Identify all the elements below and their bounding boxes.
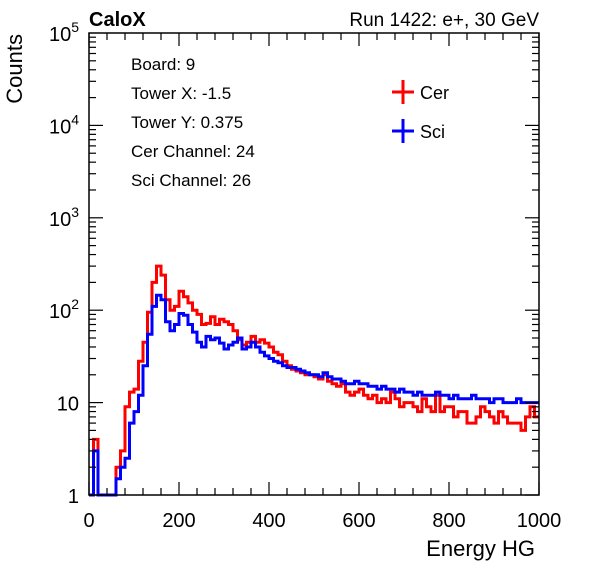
y-tick-label: 10	[57, 394, 79, 416]
y-tick-label: 105	[49, 19, 79, 46]
y-tick-label: 102	[49, 296, 79, 323]
axis-ticks	[88, 33, 540, 496]
y-axis-title: Counts	[2, 34, 27, 104]
series-line-sci	[89, 293, 539, 497]
x-tick-label: 200	[162, 510, 195, 532]
series-layer	[89, 264, 539, 497]
y-tick-label: 103	[49, 204, 79, 231]
plot-frame	[88, 32, 540, 496]
info-box: Board: 9 Tower X: -1.5 Tower Y: 0.375 Ce…	[131, 55, 255, 190]
y-tick-label: 104	[49, 111, 79, 138]
x-tick-label: 600	[342, 510, 375, 532]
info-tower-x: Tower X: -1.5	[131, 84, 231, 103]
info-cer-channel: Cer Channel: 24	[131, 142, 255, 161]
x-tick-label: 0	[83, 510, 94, 532]
info-tower-y: Tower Y: 0.375	[131, 113, 243, 132]
info-sci-channel: Sci Channel: 26	[131, 171, 251, 190]
x-tick-label: 1000	[517, 510, 562, 532]
axis-tick-labels: 0 200 400 600 800 1000 1 10 102 103 104 105	[49, 19, 561, 532]
info-board: Board: 9	[131, 55, 195, 74]
legend-label-cer: Cer	[420, 83, 449, 103]
x-tick-label: 400	[252, 510, 285, 532]
x-tick-label: 800	[432, 510, 465, 532]
legend-label-sci: Sci	[420, 122, 445, 142]
legend: Cer Sci	[392, 80, 449, 143]
x-axis-title: Energy HG	[426, 536, 535, 561]
y-tick-label: 1	[68, 486, 79, 508]
run-title: Run 1422: e+, 30 GeV	[349, 10, 539, 31]
corner-title: CaloX	[89, 9, 146, 31]
